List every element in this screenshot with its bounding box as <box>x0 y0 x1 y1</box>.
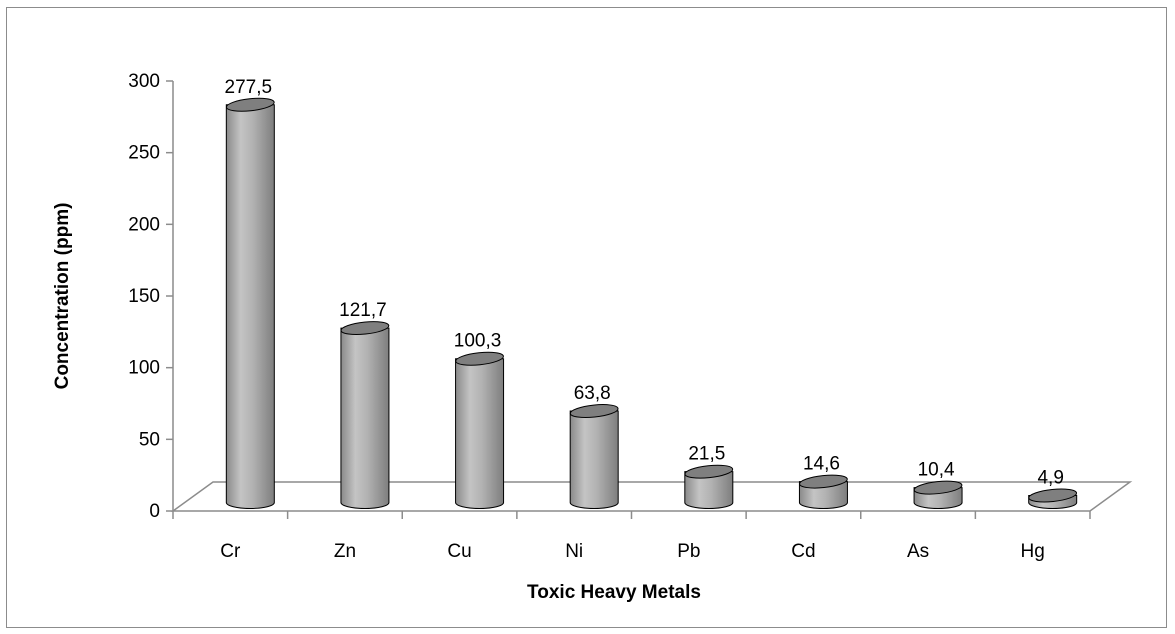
bar-cd <box>798 474 848 509</box>
bars <box>225 97 1078 509</box>
x-tick-label: Cd <box>791 541 815 562</box>
data-label: 277,5 <box>225 77 273 98</box>
axes <box>166 80 1133 519</box>
bar-top <box>340 321 390 336</box>
bar-as <box>913 480 963 509</box>
bar-top <box>1028 488 1078 503</box>
x-tick-label: As <box>907 541 929 562</box>
bar-ni <box>569 404 619 509</box>
y-tick-label: 100 <box>128 358 160 379</box>
data-label: 14,6 <box>803 454 840 475</box>
y-tick-label: 250 <box>128 143 160 164</box>
y-tick-label: 0 <box>149 501 160 522</box>
x-tick-label: Cr <box>220 541 241 562</box>
bar-cr <box>225 97 275 509</box>
bar-cu <box>455 351 505 509</box>
x-tick-label: Ni <box>565 541 583 562</box>
labels: 0 50 100 150 200 250 300 277,5 Cr 121,7 Zn 100,3 Cu 6… <box>128 71 1064 562</box>
x-tick-label: Zn <box>334 541 356 562</box>
y-tick-label: 300 <box>128 71 160 92</box>
bar-body <box>340 327 390 509</box>
x-tick-label: Hg <box>1021 541 1045 562</box>
bar-top <box>684 464 734 479</box>
x-tick-label: Cu <box>447 541 471 562</box>
y-tick-label: 50 <box>139 429 160 450</box>
bar-top <box>225 97 275 112</box>
x-axis-title: Toxic Heavy Metals <box>527 582 701 603</box>
y-tick-label: 150 <box>128 286 160 307</box>
data-label: 63,8 <box>574 383 611 404</box>
data-label: 10,4 <box>918 460 955 481</box>
floor <box>170 481 1133 512</box>
y-tick-label: 200 <box>128 214 160 235</box>
bar-body <box>569 410 619 509</box>
data-label: 21,5 <box>688 444 725 465</box>
bar-top <box>913 480 963 495</box>
bar-body <box>684 471 734 509</box>
bar-zn <box>340 321 390 509</box>
x-tick-label: Pb <box>677 541 700 562</box>
data-label: 121,7 <box>339 300 387 321</box>
bar-body <box>225 104 275 509</box>
bar-hg <box>1028 488 1078 509</box>
bar-body <box>455 358 505 509</box>
bar-top <box>799 474 848 489</box>
data-label: 4,9 <box>1037 467 1063 488</box>
bar-top <box>569 404 619 419</box>
data-label: 100,3 <box>454 331 502 352</box>
bar-top <box>455 351 504 366</box>
bar-pb <box>684 464 734 509</box>
y-axis-title: Concentration (ppm) <box>52 203 73 390</box>
chart-frame <box>6 7 1167 628</box>
